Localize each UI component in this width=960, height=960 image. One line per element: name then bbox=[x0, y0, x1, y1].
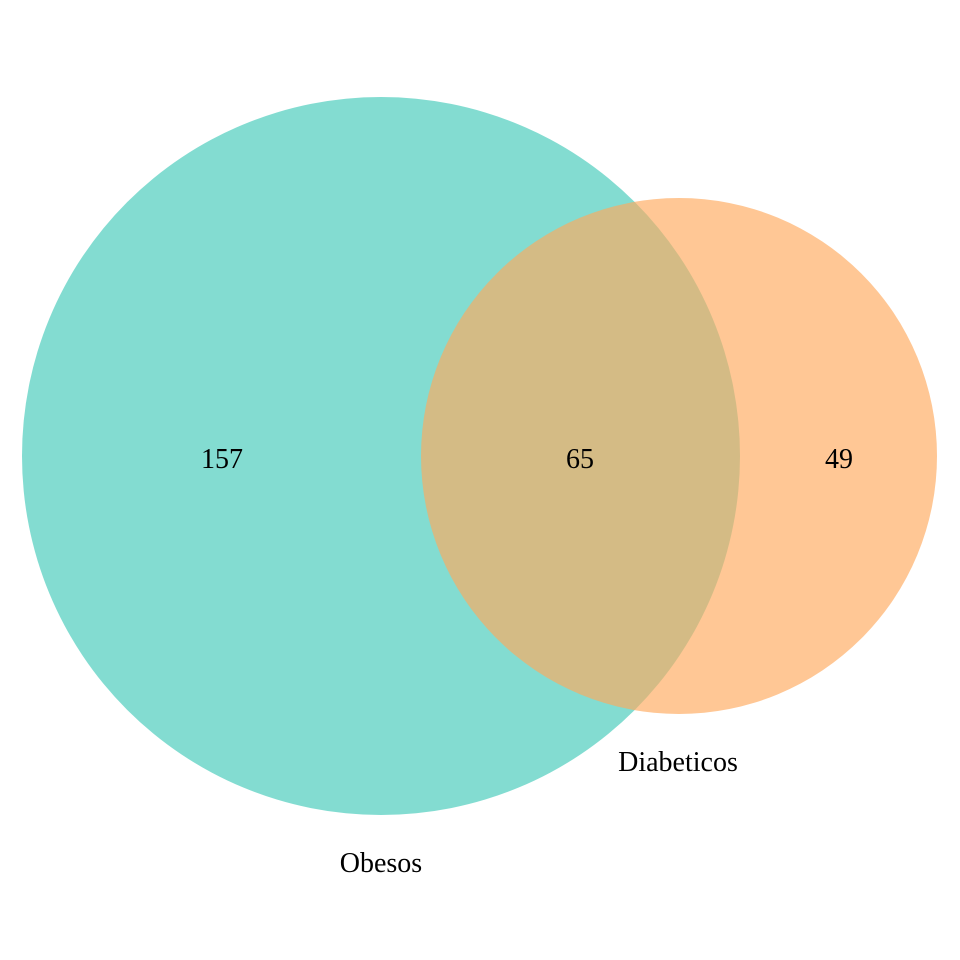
region-count-intersection: 65 bbox=[566, 444, 594, 475]
region-count-diabeticos-only: 49 bbox=[825, 444, 853, 475]
set-label-obesos: Obesos bbox=[340, 848, 422, 879]
venn-circle-diabeticos bbox=[421, 198, 937, 714]
set-label-diabeticos: Diabeticos bbox=[618, 747, 738, 778]
region-count-obesos-only: 157 bbox=[201, 444, 243, 475]
